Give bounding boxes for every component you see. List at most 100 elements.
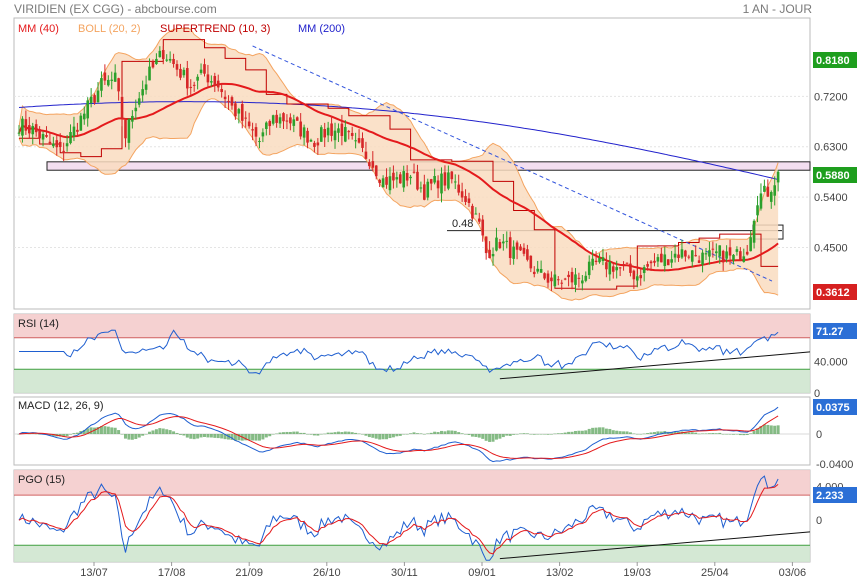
candle-body [137, 98, 141, 105]
mm200-line [18, 101, 779, 180]
candle-body [728, 247, 732, 256]
macd-histogram-bar [639, 434, 643, 435]
candle-body [601, 257, 605, 262]
candle-body [402, 171, 406, 188]
candle-body [546, 273, 550, 283]
macd-histogram-bar [264, 434, 268, 438]
candle-body [182, 69, 186, 76]
candle-body [161, 50, 165, 59]
candle-body [570, 271, 574, 283]
candle-body [89, 96, 93, 103]
macd-histogram-bar [161, 428, 165, 434]
macd-histogram-bar [556, 433, 560, 434]
macd-histogram-bar [110, 427, 114, 434]
macd-histogram-bar [752, 431, 756, 434]
candle-body [574, 274, 577, 285]
candle-body [131, 115, 134, 122]
pgo-upper-zone [14, 470, 810, 496]
pgo-tick-label: 0 [816, 515, 822, 527]
candle-body [416, 171, 419, 190]
candle-body [591, 258, 594, 266]
candle-body [653, 260, 656, 263]
macd-histogram-bar [525, 433, 529, 434]
macd-histogram-bar [470, 434, 474, 437]
candle-body [52, 143, 55, 147]
candle-body [642, 267, 646, 274]
candle-body [151, 61, 155, 68]
macd-histogram-bar [412, 432, 416, 434]
legend-mm40: MM (40) [18, 23, 59, 35]
macd-histogram-bar [477, 434, 481, 438]
macd-histogram-bar [137, 434, 141, 438]
candle-body [230, 97, 234, 106]
candle-body [24, 119, 28, 131]
candle-body [271, 115, 275, 124]
macd-histogram-bar [635, 433, 639, 435]
macd-histogram-bar [144, 434, 148, 435]
rsi-badge-text: 71.27 [816, 326, 844, 338]
candle-body [110, 79, 114, 81]
candle-body [477, 218, 481, 222]
candle-body [409, 176, 412, 179]
macd-histogram-bar [766, 424, 770, 434]
macd-histogram-bar [405, 433, 409, 435]
macd-histogram-bar [330, 432, 334, 434]
macd-histogram-bar [738, 434, 742, 436]
candle-body [515, 242, 519, 250]
candle-body [522, 247, 526, 254]
macd-histogram-bar [192, 434, 196, 440]
candle-body [278, 117, 282, 124]
candle-body [433, 175, 436, 183]
candle-body [206, 74, 210, 83]
macd-histogram-bar [72, 433, 76, 434]
candle-body [684, 250, 687, 257]
candle-body [76, 129, 79, 132]
macd-histogram-bar [481, 434, 485, 439]
macd-histogram-bar [220, 434, 224, 439]
candle-body [636, 276, 639, 281]
date-tick-label: 09/01 [468, 567, 496, 579]
macd-histogram-bar [536, 434, 540, 435]
candle-body [313, 142, 316, 147]
candle-body [289, 117, 292, 124]
macd-histogram-bar [34, 433, 38, 435]
candle-body [556, 279, 560, 281]
candle-body [189, 86, 193, 88]
macd-histogram-bar [539, 434, 543, 435]
macd-histogram-bar [388, 434, 392, 439]
bollinger-band-fill [19, 28, 779, 301]
candle-body [17, 132, 21, 134]
candle-body [144, 84, 148, 90]
macd-histogram-bar [120, 434, 124, 435]
macd-histogram-bar [357, 433, 361, 435]
candle-body [82, 113, 86, 120]
candle-body [474, 213, 478, 215]
macd-histogram-bar [690, 432, 694, 434]
candle-body [536, 268, 539, 272]
candle-body [735, 249, 739, 252]
macd-histogram-bar [501, 434, 505, 438]
rsi-tick-label: 40.000 [814, 356, 848, 368]
macd-histogram-bar [488, 434, 492, 442]
candle-body [423, 184, 426, 200]
candle-body [275, 114, 278, 123]
candle-body [371, 161, 375, 168]
macd-histogram-bar [756, 428, 760, 434]
candle-body [773, 185, 776, 196]
macd-histogram-bar [340, 432, 344, 434]
macd-histogram-bar [158, 428, 162, 434]
candle-body [539, 269, 543, 273]
macd-histogram-bar [395, 434, 399, 437]
high-badge-text: 0.8180 [816, 55, 850, 67]
macd-histogram-bar [429, 432, 433, 434]
candle-body [742, 256, 746, 262]
candle-body [326, 127, 330, 136]
candle-body [436, 180, 440, 189]
candle-body [258, 141, 261, 143]
macd-histogram-bar [546, 434, 550, 435]
candle-body [265, 122, 268, 129]
macd-histogram-bar [519, 433, 523, 434]
macd-tick-label: -0.0400 [816, 459, 853, 471]
candle-body [62, 150, 65, 152]
